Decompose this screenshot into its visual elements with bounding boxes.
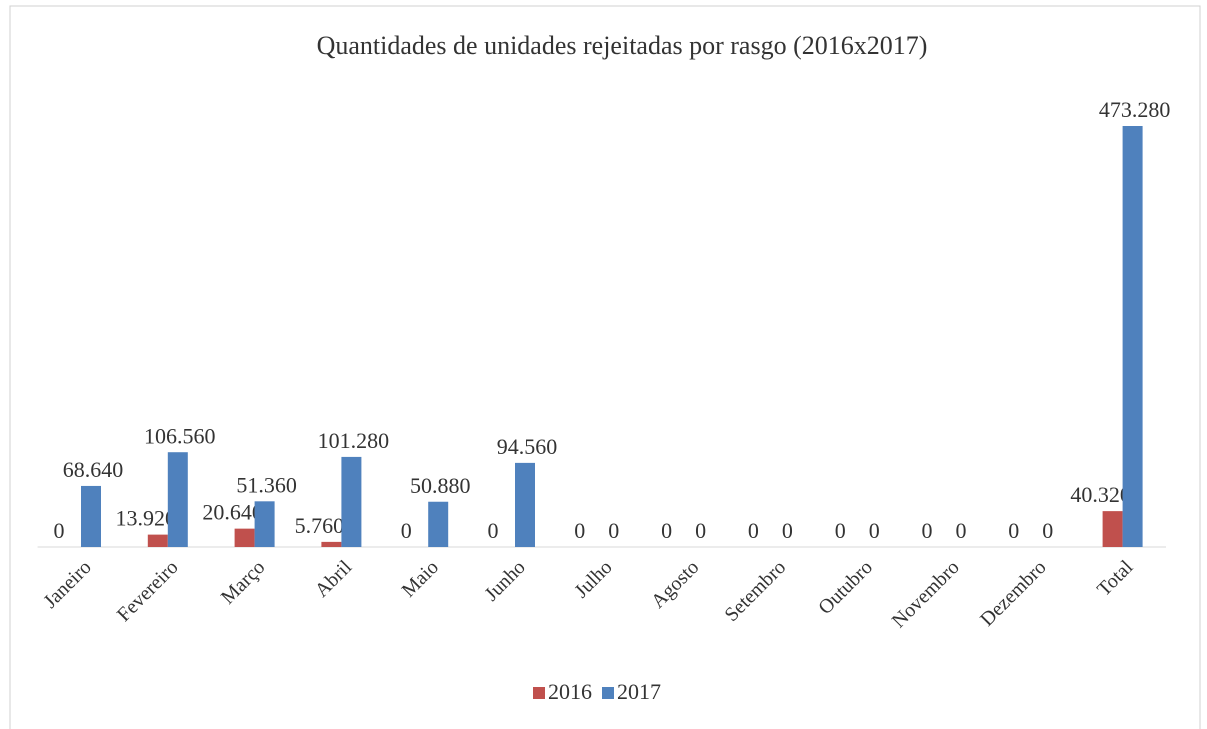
legend-label: 2016 xyxy=(548,679,592,704)
data-label: 94.560 xyxy=(497,434,558,459)
x-tick-label: Outubro xyxy=(814,556,877,619)
data-label: 473.280 xyxy=(1099,97,1171,122)
bar xyxy=(1122,126,1143,547)
x-tick-label: Junho xyxy=(480,556,529,605)
data-label: 106.560 xyxy=(144,423,216,448)
data-label: 40.320 xyxy=(1070,482,1131,507)
data-label: 0 xyxy=(401,518,412,543)
bar xyxy=(1102,511,1123,547)
x-tick-label: Fevereiro xyxy=(113,556,183,626)
x-tick-label: Janeiro xyxy=(39,556,95,612)
bar xyxy=(254,501,275,547)
x-tick-label: Março xyxy=(217,556,269,608)
data-label: 0 xyxy=(695,518,706,543)
data-label: 0 xyxy=(1008,518,1019,543)
data-label: 5.760 xyxy=(295,513,345,538)
data-label: 50.880 xyxy=(410,473,471,498)
data-label: 20.640 xyxy=(202,500,263,525)
data-label: 101.280 xyxy=(318,428,390,453)
x-tick-label: Total xyxy=(1093,556,1138,601)
bar xyxy=(147,534,168,547)
x-tick-label: Abril xyxy=(311,556,357,602)
data-label: 0 xyxy=(748,518,759,543)
data-label: 0 xyxy=(835,518,846,543)
bar xyxy=(234,528,255,547)
data-label: 0 xyxy=(574,518,585,543)
data-label: 68.640 xyxy=(63,457,124,482)
chart-frame xyxy=(9,5,1201,729)
data-label: 51.360 xyxy=(236,472,297,497)
bar xyxy=(81,485,101,547)
data-label: 0 xyxy=(956,518,967,543)
data-label: 0 xyxy=(608,518,619,543)
data-label: 0 xyxy=(488,518,499,543)
chart-title: Quantidades de unidades rejeitadas por r… xyxy=(317,31,928,60)
data-label: 0 xyxy=(1042,518,1053,543)
x-tick-label: Julho xyxy=(570,556,616,602)
data-label: 0 xyxy=(54,518,65,543)
legend-label: 2017 xyxy=(617,679,661,704)
bar xyxy=(167,452,188,547)
x-tick-label: Dezembro xyxy=(976,556,1050,630)
bar xyxy=(515,462,535,547)
bar xyxy=(341,456,362,547)
bar xyxy=(321,541,342,547)
data-label: 0 xyxy=(782,518,793,543)
x-tick-label: Setembro xyxy=(720,556,790,626)
x-tick-label: Agosto xyxy=(647,556,703,612)
x-tick-label: Novembro xyxy=(888,556,964,632)
data-label: 0 xyxy=(922,518,933,543)
x-tick-label: Maio xyxy=(398,556,443,601)
bar xyxy=(428,501,449,547)
legend-swatch xyxy=(533,687,545,699)
data-label: 13.920 xyxy=(116,506,177,531)
data-label: 0 xyxy=(869,518,880,543)
legend-swatch xyxy=(602,687,614,699)
data-label: 0 xyxy=(661,518,672,543)
